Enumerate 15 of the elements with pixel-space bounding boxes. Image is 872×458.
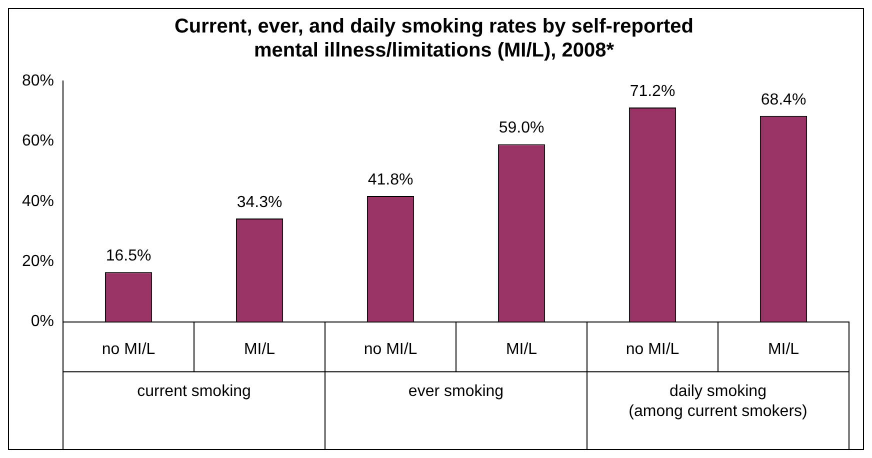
data-label: 71.2% bbox=[630, 82, 676, 100]
text: ever smoking bbox=[408, 383, 504, 400]
data-label: 16.5% bbox=[106, 248, 152, 265]
y-tick-label: 80% bbox=[22, 72, 54, 90]
chart-title: Current, ever, and daily smoking rates by self-reported mental illness/limitations (MI/L), 2008* bbox=[174, 16, 694, 62]
text: daily smoking (among current smokers) bbox=[628, 383, 808, 420]
text: current smoking bbox=[137, 383, 251, 400]
y-tick-label: 0% bbox=[30, 313, 54, 330]
y-tick-label: 20% bbox=[22, 253, 54, 270]
y-tick-label: 60% bbox=[22, 132, 54, 150]
data-label: 59.0% bbox=[498, 120, 544, 137]
data-label: 68.4% bbox=[760, 91, 806, 108]
data-label: 41.8% bbox=[368, 171, 414, 188]
data-label: 34.3% bbox=[236, 194, 282, 211]
y-tick-label: 40% bbox=[22, 192, 54, 210]
